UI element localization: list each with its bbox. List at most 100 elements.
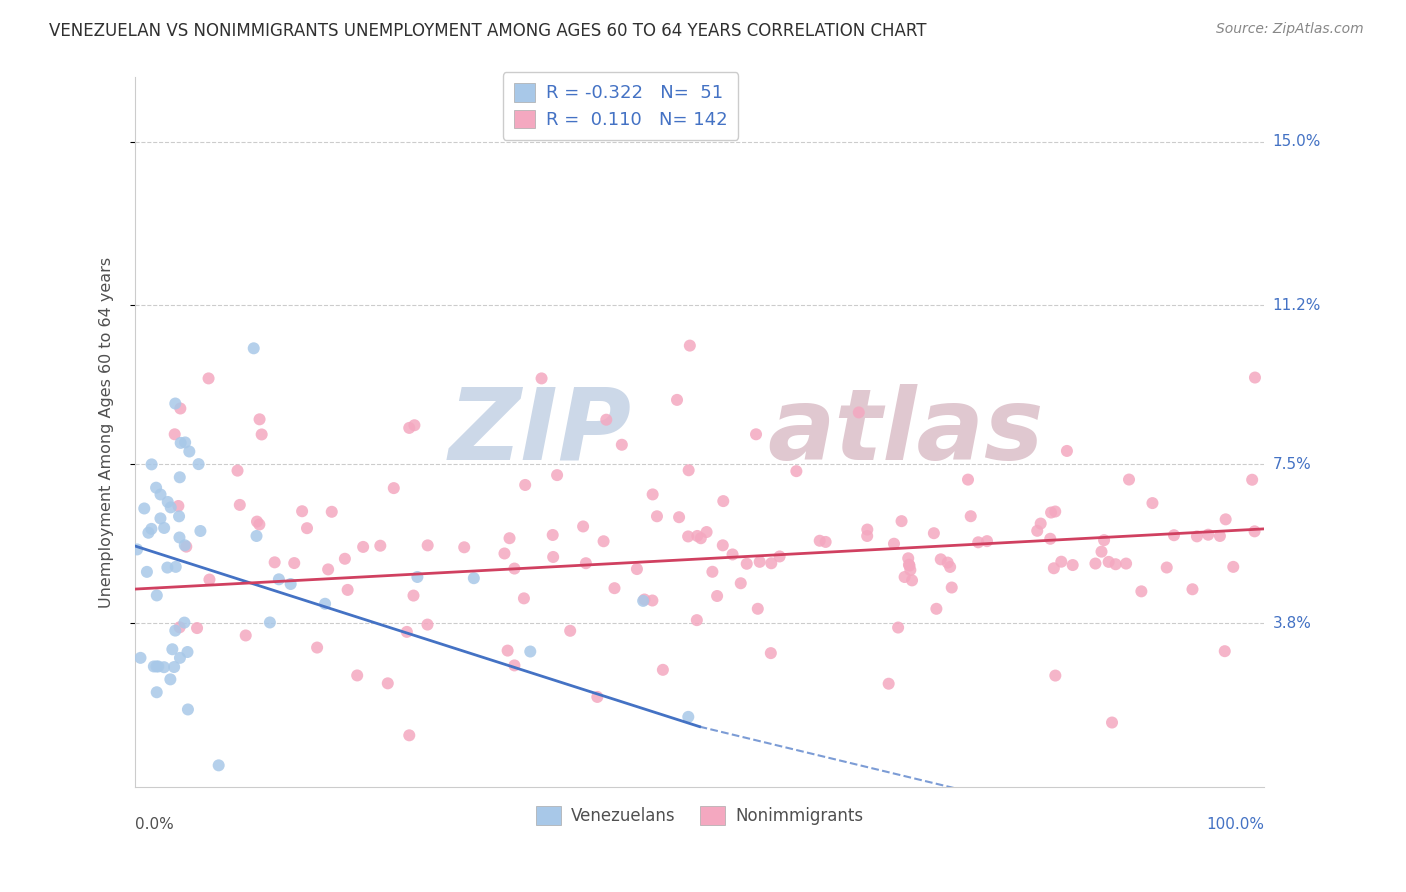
Point [572, 519, 595, 533]
Point [1241, 473, 1264, 487]
Point [368, 539, 391, 553]
Point [603, 581, 626, 595]
Point [141, 522, 163, 536]
Point [145, 481, 167, 495]
Point [513, 591, 536, 606]
Point [1197, 527, 1219, 541]
Y-axis label: Unemployment Among Ages 60 to 64 years: Unemployment Among Ages 60 to 64 years [100, 257, 114, 607]
Point [689, 531, 711, 545]
Point [165, 396, 187, 410]
Point [1243, 524, 1265, 539]
Point [148, 659, 170, 673]
Point [721, 548, 744, 562]
Point [333, 551, 356, 566]
Point [395, 624, 418, 639]
Point [197, 371, 219, 385]
Point [1062, 558, 1084, 572]
Point [336, 582, 359, 597]
Point [187, 457, 209, 471]
Point [1039, 532, 1062, 546]
Point [976, 534, 998, 549]
Point [246, 515, 269, 529]
Point [679, 338, 702, 352]
Text: 15.0%: 15.0% [1272, 135, 1320, 150]
Point [967, 535, 990, 549]
Point [382, 481, 405, 495]
Point [169, 470, 191, 484]
Point [631, 594, 654, 608]
Point [1040, 506, 1063, 520]
Point [1181, 582, 1204, 597]
Point [145, 685, 167, 699]
Point [142, 659, 165, 673]
Point [167, 499, 190, 513]
Point [291, 504, 314, 518]
Point [138, 525, 160, 540]
Point [250, 427, 273, 442]
Point [156, 560, 179, 574]
Point [1163, 528, 1185, 542]
Point [1222, 560, 1244, 574]
Point [503, 658, 526, 673]
Point [1092, 533, 1115, 548]
Point [519, 644, 541, 658]
Point [141, 458, 163, 472]
Point [496, 643, 519, 657]
Point [1130, 584, 1153, 599]
Point [1213, 644, 1236, 658]
Point [186, 621, 208, 635]
Point [897, 558, 920, 572]
Point [169, 531, 191, 545]
Point [235, 628, 257, 642]
Point [541, 528, 564, 542]
Point [149, 487, 172, 501]
Point [1043, 561, 1066, 575]
Point [645, 509, 668, 524]
Point [706, 589, 728, 603]
Text: VENEZUELAN VS NONIMMIGRANTS UNEMPLOYMENT AMONG AGES 60 TO 64 YEARS CORRELATION C: VENEZUELAN VS NONIMMIGRANTS UNEMPLOYMENT… [49, 22, 927, 40]
Point [856, 529, 879, 543]
Point [1029, 516, 1052, 531]
Point [295, 521, 318, 535]
Point [898, 563, 921, 577]
Text: 3.8%: 3.8% [1272, 616, 1312, 631]
Point [893, 570, 915, 584]
Point [314, 597, 336, 611]
Point [959, 509, 981, 524]
Point [453, 541, 475, 555]
Point [666, 392, 689, 407]
Point [162, 642, 184, 657]
Point [610, 438, 633, 452]
Point [377, 676, 399, 690]
Point [129, 651, 152, 665]
Point [398, 728, 420, 742]
Point [1098, 555, 1121, 569]
Point [941, 581, 963, 595]
Point [814, 535, 837, 549]
Point [1050, 555, 1073, 569]
Text: 7.5%: 7.5% [1272, 457, 1310, 472]
Point [283, 556, 305, 570]
Point [170, 436, 193, 450]
Point [641, 593, 664, 607]
Point [1244, 370, 1267, 384]
Point [626, 562, 648, 576]
Point [1142, 496, 1164, 510]
Point [179, 444, 201, 458]
Point [575, 556, 598, 570]
Point [702, 565, 724, 579]
Point [925, 602, 948, 616]
Point [901, 574, 924, 588]
Point [404, 418, 426, 433]
Point [169, 620, 191, 634]
Point [145, 659, 167, 673]
Point [541, 549, 564, 564]
Point [676, 529, 699, 543]
Point [808, 533, 831, 548]
Point [939, 560, 962, 574]
Point [735, 557, 758, 571]
Legend: Venezuelans, Nonimmigrants: Venezuelans, Nonimmigrants [529, 800, 870, 831]
Point [936, 556, 959, 570]
Point [898, 558, 921, 573]
Point [956, 473, 979, 487]
